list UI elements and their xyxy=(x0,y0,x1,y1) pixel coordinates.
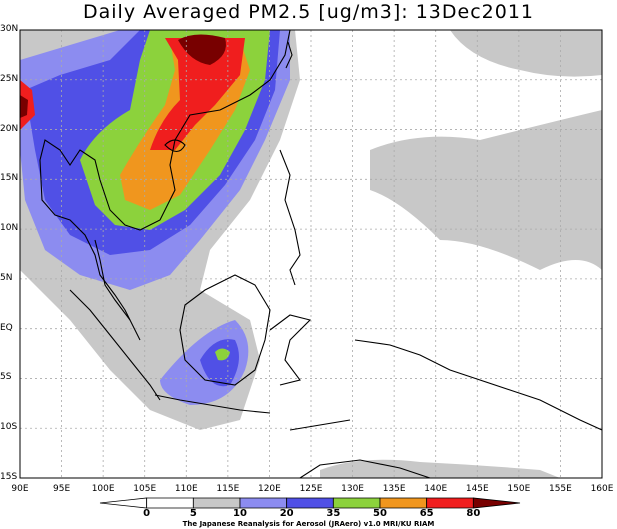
colorbar-swatch xyxy=(239,497,288,509)
colorbar-swatch xyxy=(146,497,194,509)
coast-philippines xyxy=(279,149,301,286)
coast-borneo xyxy=(179,274,271,386)
lat-label: EQ xyxy=(0,322,13,333)
coast-australia xyxy=(299,459,431,478)
colorbar-swatch xyxy=(426,497,474,509)
lon-label: 90E xyxy=(11,484,29,494)
colorbar-tick-label: 50 xyxy=(373,508,387,519)
colorbar-swatch xyxy=(472,497,521,509)
lon-label: 105E xyxy=(133,484,157,494)
coast-sulawesi xyxy=(269,314,312,386)
colorbar-tick-label: 35 xyxy=(326,508,341,519)
lon-label: 110E xyxy=(174,484,198,494)
pm25-contour-65to80 xyxy=(150,38,245,150)
lat-label: 20N xyxy=(0,123,19,134)
colorbar-tick-label: 20 xyxy=(279,508,294,519)
coast-malay-peninsula xyxy=(94,239,141,341)
pm25-contour-5to10-east xyxy=(370,110,602,270)
lon-label: 140E xyxy=(424,484,448,494)
lon-label: 120E xyxy=(257,484,281,494)
lon-label: 145E xyxy=(465,484,489,494)
map-frame xyxy=(19,29,603,479)
lon-label: 100E xyxy=(91,484,115,494)
colorbar xyxy=(99,497,521,509)
lon-label: 95E xyxy=(52,484,71,494)
colorbar-tick-label: 5 xyxy=(189,508,197,519)
coast-taiwan xyxy=(285,41,293,69)
graticule xyxy=(20,30,602,478)
colorbar-tick-label: 0 xyxy=(143,508,151,519)
colorbar-tick-label: 10 xyxy=(233,508,247,519)
colorbar-swatch xyxy=(332,497,381,509)
colorbar-tick-label: 65 xyxy=(419,508,434,519)
colorbar-tick-label: 80 xyxy=(466,508,481,519)
pm25-contour-5to10-south xyxy=(320,459,560,478)
pm25-contour-above80 xyxy=(178,34,226,65)
coast-timor xyxy=(289,419,351,431)
lat-label: 30N xyxy=(0,24,19,34)
pm25-contour-5to10-ne xyxy=(450,30,602,77)
coast-java xyxy=(154,394,271,414)
coast-sumatra xyxy=(69,289,161,401)
coast-new-guinea xyxy=(354,339,602,431)
lat-label: 15N xyxy=(0,173,19,184)
colorbar-swatch xyxy=(99,497,148,509)
lat-label: 5S xyxy=(0,372,12,383)
pm25-contour-20to35-borneo xyxy=(200,339,239,387)
lat-label: 15S xyxy=(0,472,18,482)
map-title: Daily Averaged PM2.5 [ug/m3]: 13Dec2011 xyxy=(82,1,534,23)
lat-label: 5N xyxy=(0,272,13,283)
lat-label: 25N xyxy=(0,73,19,84)
credit-line: The Japanese Reanalysis for Aerosol (JRA… xyxy=(182,520,435,528)
lon-label: 150E xyxy=(507,484,531,494)
lat-label: 10S xyxy=(0,422,18,433)
lon-label: 155E xyxy=(548,484,572,494)
coastlines xyxy=(39,30,602,478)
coast-indochina xyxy=(39,30,291,321)
lat-label: 10N xyxy=(0,223,19,234)
lon-label: 130E xyxy=(341,484,364,494)
pm25-contour-above80-west xyxy=(20,95,28,118)
lon-label: 160E xyxy=(590,484,614,494)
colorbar-swatch xyxy=(192,497,241,509)
lon-label: 115E xyxy=(216,484,240,494)
colorbar-swatch xyxy=(379,497,428,509)
lon-label: 125E xyxy=(299,484,323,494)
colorbar-swatch xyxy=(286,497,334,509)
pm25-contour-35to50-spot xyxy=(215,348,230,361)
coast-hainan xyxy=(164,139,186,153)
lon-label: 135E xyxy=(382,484,406,494)
concentration-field xyxy=(20,30,602,478)
